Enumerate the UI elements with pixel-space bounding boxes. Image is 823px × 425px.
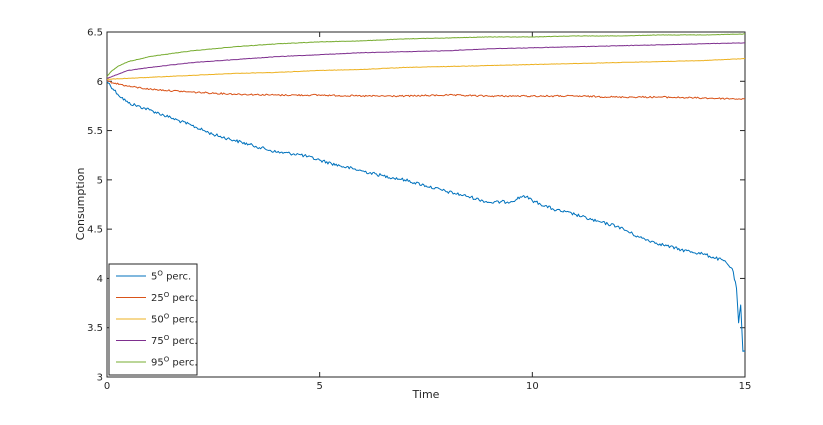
x-tick-label: 10: [526, 381, 539, 392]
series-line-95: [106, 33, 746, 77]
legend: 5O perc. 25O perc. 50O perc. 75O perc. 95O p…: [108, 263, 198, 376]
x-tick-label: 5: [316, 381, 322, 392]
y-tick-label: 5: [97, 175, 103, 186]
y-tick-label: 6.5: [87, 28, 103, 39]
series-line-25: [106, 80, 746, 100]
x-axis-label: Time: [412, 388, 440, 401]
legend-label: 50O perc.: [151, 313, 198, 326]
y-tick-label: 4.5: [87, 225, 103, 236]
series-line-50: [106, 58, 746, 80]
legend-label: 5O perc.: [151, 270, 191, 283]
y-axis-label: Consumption: [74, 168, 87, 241]
y-tick-label: 3: [97, 373, 103, 384]
x-tick-label: 0: [104, 381, 110, 392]
y-tick-label: 3.5: [87, 323, 103, 334]
series-line-5: [106, 81, 746, 352]
y-tick-label: 4: [97, 274, 103, 285]
legend-label: 25O perc.: [151, 291, 198, 304]
legend-label: 95O perc.: [151, 356, 198, 369]
x-tick-label: 15: [739, 381, 752, 392]
y-tick-label: 6: [97, 77, 103, 88]
plot-area: [106, 31, 746, 378]
series-line-75: [106, 42, 746, 79]
legend-label: 75O perc.: [151, 334, 198, 347]
y-tick-label: 5.5: [87, 126, 103, 137]
series-lines: [106, 33, 746, 352]
